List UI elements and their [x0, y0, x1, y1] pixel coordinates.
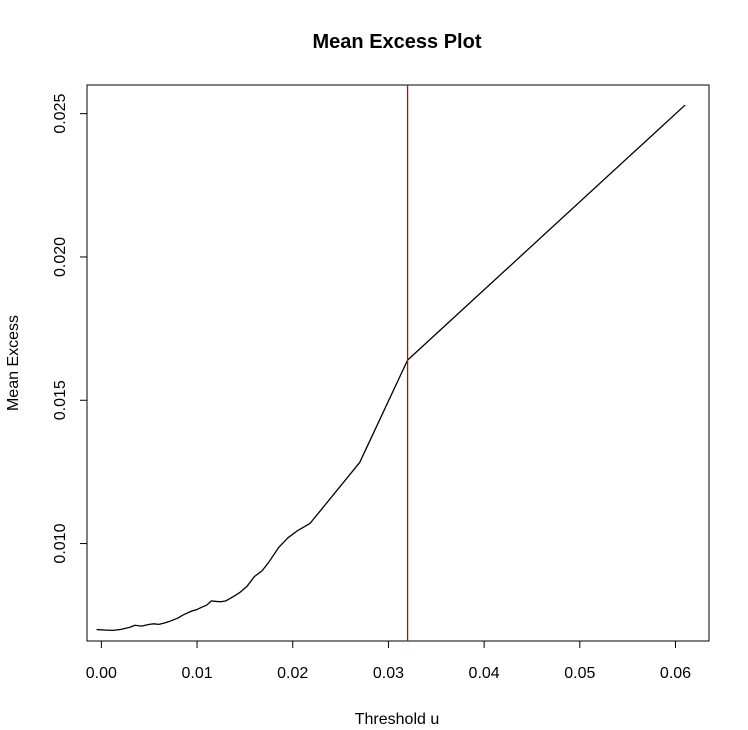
y-tick-label: 0.015: [52, 380, 69, 420]
mean-excess-line: [96, 104, 686, 632]
x-tick-label: 0.00: [86, 665, 117, 682]
x-tick-label: 0.03: [373, 665, 404, 682]
x-tick-label: 0.05: [564, 665, 595, 682]
x-axis: 0.00 0.01 0.02 0.03 0.04 0.05 0.06: [86, 640, 691, 682]
x-tick-label: 0.06: [660, 665, 691, 682]
x-tick-label: 0.02: [277, 665, 308, 682]
y-axis-label: Mean Excess: [5, 315, 22, 411]
y-tick-label: 0.020: [52, 237, 69, 277]
series-layer: [96, 104, 686, 632]
x-tick-label: 0.01: [181, 665, 212, 682]
x-axis-label: Threshold u: [355, 711, 440, 728]
x-tick-label: 0.04: [469, 665, 500, 682]
chart-title: Mean Excess Plot: [313, 31, 482, 53]
y-axis: 0.010 0.015 0.020 0.025: [52, 94, 88, 564]
y-tick-label: 0.025: [52, 94, 69, 134]
y-tick-label: 0.010: [52, 523, 69, 563]
